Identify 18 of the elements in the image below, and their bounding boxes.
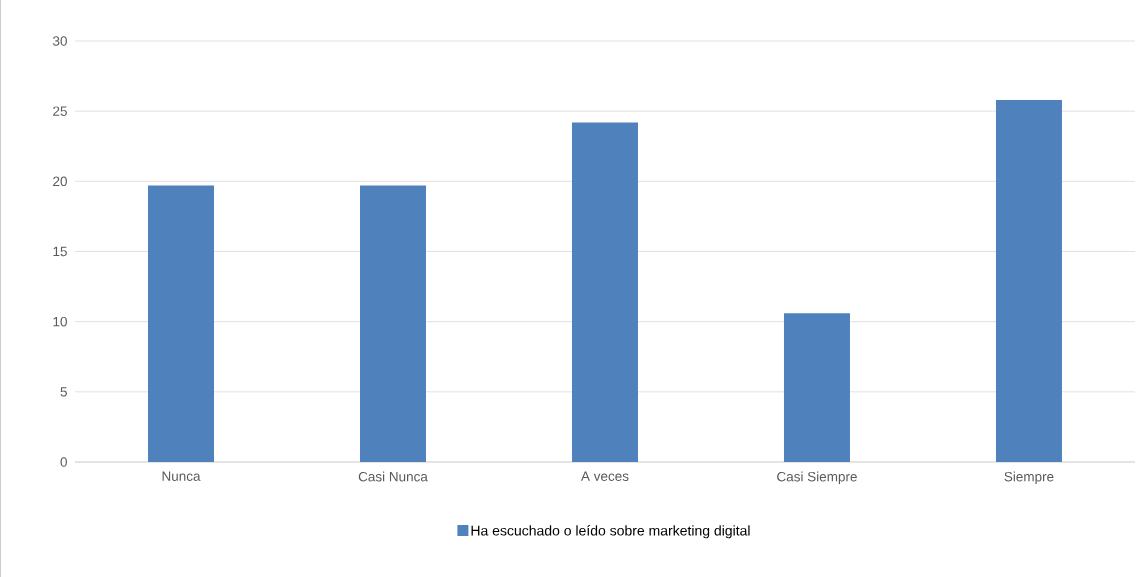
y-tick-label: 15 (53, 246, 67, 257)
y-tick-label: 30 (52, 36, 67, 46)
x-tick-label: A veces (581, 471, 629, 481)
y-tick-label: 0 (60, 457, 67, 467)
y-tick-label: 5 (60, 387, 67, 397)
bar (995, 99, 1062, 462)
bar (148, 185, 214, 462)
y-tick-label: 20 (53, 176, 67, 187)
y-tick-label: 10 (53, 316, 67, 327)
bar (783, 313, 850, 462)
legend-label: Ha escuchado o leído sobre marketing digital (471, 525, 750, 539)
x-tick-label: Casi Siempre (777, 471, 857, 485)
x-tick-label: Casi Nunca (358, 471, 428, 482)
bar (571, 122, 638, 462)
y-tick-label: 25 (53, 106, 67, 116)
x-tick-label: Nunca (162, 471, 201, 481)
bar (359, 185, 426, 462)
x-tick-label: Siempre (1004, 471, 1054, 485)
